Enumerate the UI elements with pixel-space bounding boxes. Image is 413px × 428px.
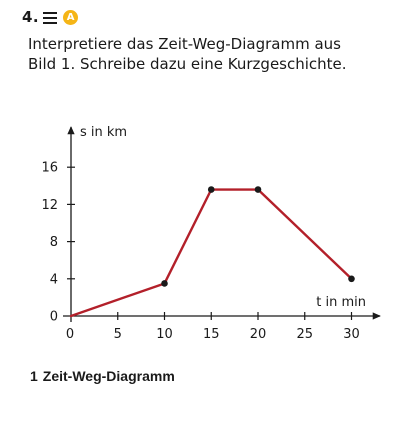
- task-header: 4. A: [22, 8, 79, 26]
- y-tick-label: 16: [41, 161, 58, 176]
- data-point: [348, 275, 355, 283]
- y-tick-label: 8: [50, 235, 58, 250]
- task-number: 4.: [22, 8, 40, 26]
- y-axis-label: s in km: [80, 125, 127, 140]
- y-tick-label: 4: [50, 272, 58, 287]
- data-point: [254, 186, 262, 193]
- task-text: Interpretiere das Zeit-Weg-Diagramm aus …: [28, 34, 398, 74]
- x-tick-label: 15: [203, 327, 220, 342]
- data-point: [207, 186, 215, 193]
- caption-number: 1: [30, 368, 38, 384]
- task-text-line: Bild 1. Schreibe dazu eine Kurzgeschicht…: [28, 55, 347, 73]
- caption-title: Zeit-Weg-Diagramm: [42, 368, 175, 384]
- level-badge: A: [63, 9, 79, 25]
- x-tick-label: 0: [66, 327, 74, 342]
- figure-caption: 1 Zeit-Weg-Diagramm: [30, 368, 175, 384]
- distance-line: [69, 188, 353, 318]
- y-tick-label: 12: [41, 198, 58, 213]
- data-point: [161, 280, 168, 287]
- y-tick-label: 0: [50, 310, 58, 325]
- x-tick-label: 5: [114, 327, 122, 342]
- x-tick-label: 20: [250, 327, 267, 342]
- x-tick-label: 10: [156, 327, 173, 342]
- three-bars-icon: [43, 11, 58, 25]
- x-axis-label: t in min: [316, 295, 366, 310]
- x-tick-label: 25: [296, 327, 313, 342]
- x-tick-label: 30: [343, 327, 360, 342]
- task-text-line: Interpretiere das Zeit-Weg-Diagramm aus: [28, 35, 341, 53]
